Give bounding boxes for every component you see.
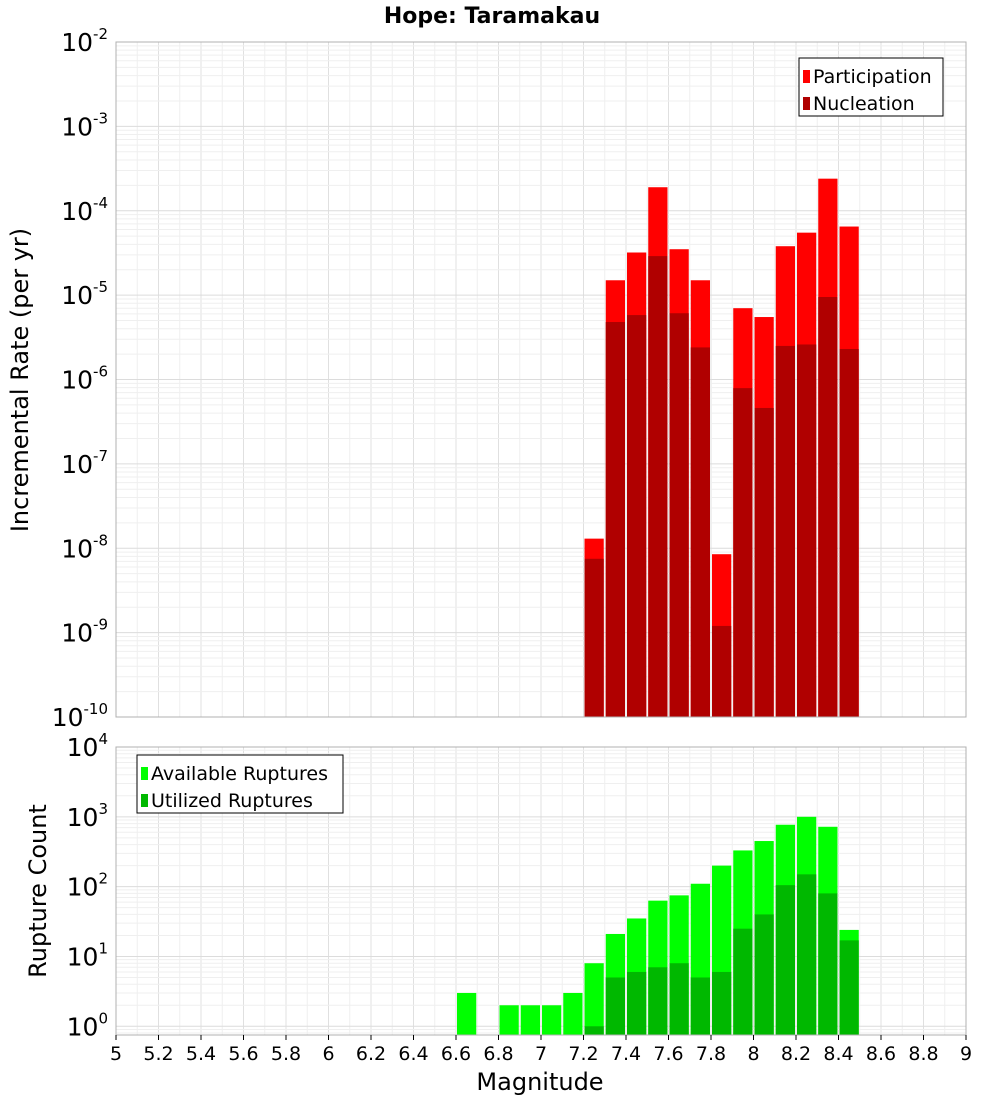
top-y-tick-label: 10-4 [61,194,108,226]
top-legend-swatch [803,97,810,110]
bottom-y-tick-label: 103 [67,800,108,832]
top-legend-label: Nucleation [813,93,915,115]
bottom-bar-b [669,963,689,1035]
x-tick-label: 7.2 [568,1043,598,1065]
top-y-tick-label: 10-8 [61,531,108,563]
top-y-ticks: 10-10 10-9 10-8 10-7 10-6 10-5 10-4 10-3 10-2 [52,25,108,732]
top-panel: 10-10 10-9 10-8 10-7 10-6 10-5 10-4 10-3 10-2 In… [6,25,967,732]
top-bar-b [584,558,604,717]
x-tick-label: 7.4 [611,1043,641,1065]
top-bar-b [775,345,795,717]
top-grid [115,41,967,718]
x-tick-label: 8.8 [908,1043,938,1065]
top-bar-b [605,322,625,717]
x-tick-label: 5.6 [228,1043,258,1065]
x-axis-label: Magnitude [476,1068,603,1096]
bottom-y-tick-label: 101 [67,939,108,971]
bottom-bar-a [457,992,477,1035]
x-tick-label: 5.4 [186,1043,216,1065]
top-bar-b [733,388,753,717]
x-tick-label: 7.8 [696,1043,726,1065]
top-bar-b [690,347,710,717]
x-tick-label: 8.6 [866,1043,896,1065]
top-bar-b [797,344,817,717]
top-bar-b [627,315,647,717]
bottom-bar-b [584,1026,604,1035]
bottom-legend-box [136,754,344,814]
bottom-y-axis-label: Rupture Count [24,804,52,978]
top-bar-b [669,313,689,717]
bottom-bar-b [627,971,647,1035]
bottom-y-tick-label: 102 [67,870,108,902]
x-ticks: 5 5.2 5.4 5.6 5.8 6 6.2 6.4 6.6 6.8 7 7.2 7.4 7.6 7.8 8… [110,1035,972,1065]
bottom-bar-b [733,928,753,1035]
bottom-bar-a [520,1005,540,1035]
x-tick-label: 8 [747,1043,759,1065]
top-y-tick-label: 10-7 [61,447,108,479]
top-y-tick-label: 10-5 [61,278,108,310]
x-tick-label: 6.2 [356,1043,386,1065]
top-bar-b [712,625,732,717]
x-tick-label: 6 [322,1043,334,1065]
bottom-y-ticks: 100 101 102 103 104 [67,730,108,1041]
top-bar-b [818,297,838,717]
bottom-bar-b [839,940,859,1035]
chart-title: Hope: Taramakau [384,4,600,29]
top-legend-label: Participation [813,66,932,88]
x-tick-label: 8.4 [823,1043,853,1065]
bottom-bar-b [648,967,668,1035]
bottom-bar-b [797,874,817,1035]
x-tick-label: 5.2 [143,1043,173,1065]
top-y-tick-label: 10-3 [61,109,108,141]
bottom-bar-b [605,977,625,1035]
bottom-legend-label: Available Ruptures [151,763,328,785]
bottom-bar-b [690,977,710,1035]
bottom-bars [457,816,859,1035]
top-bar-b [754,407,774,717]
x-tick-label: 9 [960,1043,972,1065]
bottom-legend-swatch [141,767,148,780]
bottom-panel: 100 101 102 103 104 5 5.2 5.4 5.6 5.8 6 6.2 6.4 6.6 6… [24,730,972,1096]
bottom-bar-b [818,893,838,1035]
top-y-tick-label: 10-10 [52,700,108,732]
x-tick-label: 6.8 [483,1043,513,1065]
top-legend-box [798,57,944,117]
bottom-bar-a [499,1005,519,1035]
bottom-bar-b [712,971,732,1035]
bottom-y-tick-label: 104 [67,730,108,762]
x-tick-label: 5 [110,1043,122,1065]
bottom-bar-a [542,1005,562,1035]
bottom-legend: Available Ruptures Utilized Ruptures [136,754,344,814]
top-legend-swatch [803,70,810,83]
top-plot-frame [115,41,967,718]
bottom-bar-b [775,885,795,1035]
x-tick-label: 5.8 [271,1043,301,1065]
top-bars [584,178,859,718]
top-legend: Participation Nucleation [798,57,944,117]
bottom-legend-swatch [141,794,148,807]
bottom-bar-a [584,963,604,1035]
top-y-tick-label: 10-6 [61,363,108,395]
bottom-bar-b [754,914,774,1035]
top-y-tick-label: 10-2 [61,25,108,57]
x-tick-label: 8.2 [781,1043,811,1065]
bottom-bar-a [563,992,583,1035]
bottom-y-tick-label: 100 [67,1009,108,1041]
x-tick-label: 7.6 [653,1043,683,1065]
x-tick-label: 6.6 [441,1043,471,1065]
x-tick-label: 7 [535,1043,547,1065]
x-tick-label: 6.4 [398,1043,428,1065]
top-bar-b [839,348,859,717]
top-y-tick-label: 10-9 [61,616,108,648]
bottom-legend-label: Utilized Ruptures [151,790,313,812]
top-y-axis-label: Incremental Rate (per yr) [6,228,34,532]
top-bar-b [648,256,668,717]
